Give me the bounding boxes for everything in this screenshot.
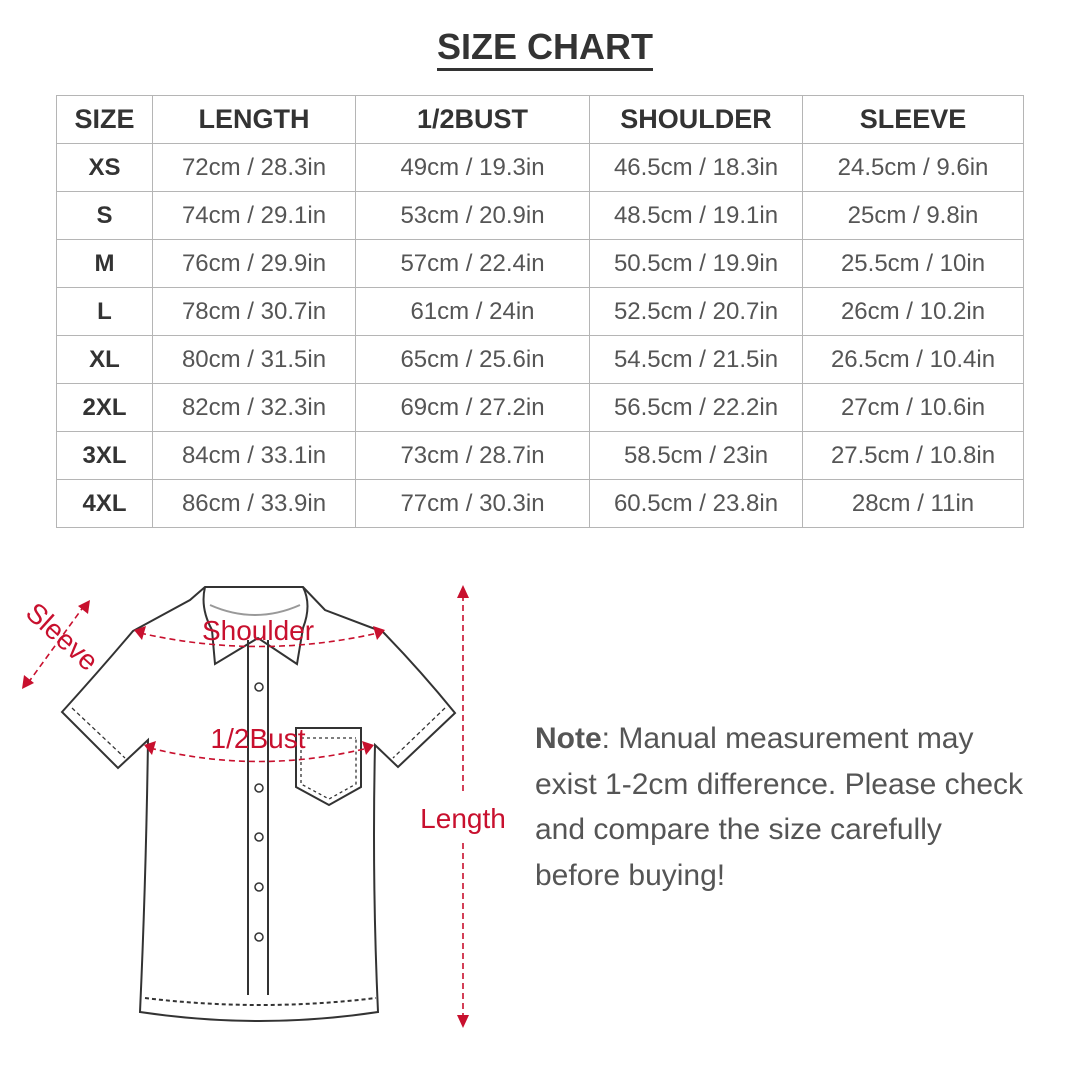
measurement-cell: 82cm / 32.3in	[152, 383, 356, 432]
measurement-cell: 60.5cm / 23.8in	[589, 479, 803, 528]
column-header: 1/2BUST	[355, 95, 590, 144]
shirt-illustration	[60, 586, 457, 1022]
size-cell: M	[56, 239, 153, 288]
measurement-cell: 49cm / 19.3in	[355, 143, 590, 192]
table-row: S 74cm / 29.1in 53cm / 20.9in 48.5cm / 19.1…	[56, 191, 1024, 240]
measurement-cell: 25cm / 9.8in	[802, 191, 1024, 240]
column-header: SIZE	[56, 95, 153, 144]
table-row: 3XL 84cm / 33.1in 73cm / 28.7in 58.5cm / 23…	[56, 431, 1024, 480]
measurement-cell: 86cm / 33.9in	[152, 479, 356, 528]
table-row: XL 80cm / 31.5in 65cm / 25.6in 54.5cm / 21.…	[56, 335, 1024, 384]
size-cell: XL	[56, 335, 153, 384]
measurement-cell: 27.5cm / 10.8in	[802, 431, 1024, 480]
measurement-cell: 25.5cm / 10in	[802, 239, 1024, 288]
shirt-measurement-diagram: Sleeve Shoulder 1/2Bust Length	[20, 585, 506, 1028]
measurement-cell: 76cm / 29.9in	[152, 239, 356, 288]
size-cell: S	[56, 191, 153, 240]
arrow-heads	[22, 585, 469, 1028]
size-cell: 4XL	[56, 479, 153, 528]
measurement-cell: 26.5cm / 10.4in	[802, 335, 1024, 384]
measurement-cell: 78cm / 30.7in	[152, 287, 356, 336]
column-header: SHOULDER	[589, 95, 803, 144]
measurement-cell: 58.5cm / 23in	[589, 431, 803, 480]
table-row: 4XL 86cm / 33.9in 77cm / 30.3in 60.5cm / 23…	[56, 479, 1024, 528]
measurement-cell: 26cm / 10.2in	[802, 287, 1024, 336]
note-label: Note	[535, 722, 602, 755]
measurement-cell: 27cm / 10.6in	[802, 383, 1024, 432]
measurement-cell: 80cm / 31.5in	[152, 335, 356, 384]
measurement-cell: 84cm / 33.1in	[152, 431, 356, 480]
page-title: SIZE CHART	[0, 26, 1080, 71]
measurement-cell: 77cm / 30.3in	[355, 479, 590, 528]
measurement-cell: 46.5cm / 18.3in	[589, 143, 803, 192]
buttons	[254, 682, 264, 942]
size-cell: 3XL	[56, 431, 153, 480]
size-cell: XS	[56, 143, 153, 192]
shoulder-label: Shoulder	[202, 615, 314, 646]
bust-label: 1/2Bust	[211, 723, 306, 754]
measurement-cell: 69cm / 27.2in	[355, 383, 590, 432]
measurement-cell: 72cm / 28.3in	[152, 143, 356, 192]
length-label: Length	[420, 803, 506, 834]
sleeve-label: Sleeve	[20, 596, 104, 676]
measurement-cell: 56.5cm / 22.2in	[589, 383, 803, 432]
measurement-cell: 73cm / 28.7in	[355, 431, 590, 480]
measurement-cell: 57cm / 22.4in	[355, 239, 590, 288]
size-table: SIZE LENGTH 1/2BUST SHOULDER SLEEVE XS 72cm /…	[56, 95, 1024, 528]
table-row: L 78cm / 30.7in 61cm / 24in 52.5cm / 20.7in…	[56, 287, 1024, 336]
column-header: SLEEVE	[802, 95, 1024, 144]
measurement-cell: 24.5cm / 9.6in	[802, 143, 1024, 192]
table-row: XS 72cm / 28.3in 49cm / 19.3in 46.5cm / 18.…	[56, 143, 1024, 192]
measurement-cell: 48.5cm / 19.1in	[589, 191, 803, 240]
column-header: LENGTH	[152, 95, 356, 144]
measurement-cell: 65cm / 25.6in	[355, 335, 590, 384]
measurement-cell: 50.5cm / 19.9in	[589, 239, 803, 288]
size-cell: L	[56, 287, 153, 336]
note-text: : Manual measurement may exist 1-2cm dif…	[535, 722, 1024, 892]
measurement-cell: 54.5cm / 21.5in	[589, 335, 803, 384]
measurement-cell: 61cm / 24in	[355, 287, 590, 336]
measurement-note: Note: Manual measurement may exist 1-2cm…	[535, 716, 1035, 898]
measurement-cell: 52.5cm / 20.7in	[589, 287, 803, 336]
table-header-row: SIZE LENGTH 1/2BUST SHOULDER SLEEVE	[56, 95, 1024, 144]
size-cell: 2XL	[56, 383, 153, 432]
measurement-lines	[27, 595, 464, 1020]
table-row: 2XL 82cm / 32.3in 69cm / 27.2in 56.5cm / 22…	[56, 383, 1024, 432]
table-row: M 76cm / 29.9in 57cm / 22.4in 50.5cm / 19.9…	[56, 239, 1024, 288]
measurement-cell: 28cm / 11in	[802, 479, 1024, 528]
measurement-cell: 74cm / 29.1in	[152, 191, 356, 240]
measurement-cell: 53cm / 20.9in	[355, 191, 590, 240]
